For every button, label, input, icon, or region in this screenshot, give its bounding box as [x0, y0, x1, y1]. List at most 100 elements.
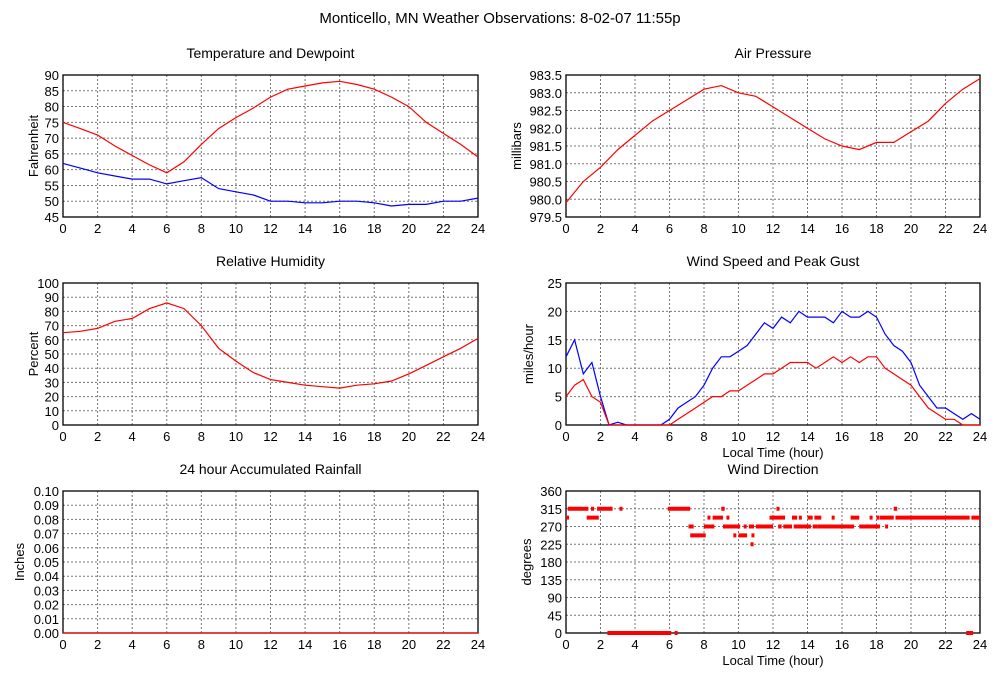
- wind-direction-point: [791, 515, 798, 520]
- plot-frame: [565, 490, 981, 634]
- wind-direction-point: [733, 533, 737, 538]
- wind-direction-point: [712, 515, 723, 520]
- y-tick-label: 0.05: [34, 555, 59, 570]
- x-tick-label: 18: [869, 221, 883, 236]
- x-tick-label: 14: [800, 637, 814, 652]
- x-tick-label: 12: [766, 221, 780, 236]
- x-tick-label: 14: [298, 221, 312, 236]
- x-tick-label: 6: [666, 429, 673, 444]
- wind-direction-point: [690, 533, 706, 538]
- x-tick-label: 10: [731, 637, 745, 652]
- x-tick-label: 16: [332, 221, 346, 236]
- x-tick-label: 14: [298, 637, 312, 652]
- chart-title: 24 hour Accumulated Rainfall: [179, 461, 361, 477]
- x-tick-label: 18: [367, 637, 381, 652]
- wind-direction-point: [586, 515, 599, 520]
- x-tick-label: 24: [973, 221, 987, 236]
- y-axis-label: degrees: [519, 538, 534, 585]
- x-tick-label: 6: [666, 221, 673, 236]
- x-tick-label: 8: [198, 637, 205, 652]
- x-tick-label: 20: [402, 637, 416, 652]
- y-axis-label: Fahrenheit: [26, 115, 41, 178]
- wind-direction-point: [567, 506, 589, 511]
- x-tick-label: 10: [229, 429, 243, 444]
- wind-direction-point: [859, 524, 880, 529]
- y-tick-label: 20: [548, 304, 562, 319]
- wind-direction-point: [893, 506, 898, 511]
- y-tick-label: 979.5: [529, 210, 562, 225]
- chart-title: Wind Speed and Peak Gust: [687, 253, 860, 269]
- y-tick-label: 50: [45, 194, 59, 209]
- wind-direction-point: [971, 515, 980, 520]
- y-tick-label: 0: [52, 418, 59, 433]
- y-axis-label: Percent: [26, 331, 41, 376]
- wind-direction-point: [721, 506, 725, 511]
- series-line-temperature: [62, 80, 479, 174]
- x-tick-label: 14: [800, 429, 814, 444]
- y-tick-label: 0.00: [34, 626, 59, 641]
- wind-direction-point: [776, 506, 780, 511]
- y-tick-label: 180: [540, 555, 562, 570]
- x-tick-label: 22: [938, 429, 952, 444]
- wind-direction-point: [817, 524, 855, 529]
- y-tick-label: 80: [45, 304, 59, 319]
- wind-direction-point: [885, 524, 889, 529]
- y-tick-label: 982.5: [529, 104, 562, 119]
- y-tick-label: 75: [45, 115, 59, 130]
- wind-direction-point: [814, 515, 822, 520]
- y-tick-label: 225: [540, 537, 562, 552]
- chart-title: Wind Direction: [727, 461, 818, 477]
- y-tick-label: 0.08: [34, 512, 59, 527]
- x-tick-label: 14: [800, 221, 814, 236]
- y-axis-label: Inches: [12, 542, 27, 581]
- plot-frame: [62, 282, 479, 426]
- x-axis-label: Local Time (hour): [722, 445, 823, 460]
- y-tick-label: 0.02: [34, 598, 59, 613]
- y-tick-label: 70: [45, 131, 59, 146]
- wind-direction-point: [807, 515, 813, 520]
- y-tick-label: 90: [548, 591, 562, 606]
- wind-direction-point: [722, 524, 741, 529]
- wind-direction-point: [597, 506, 613, 511]
- y-tick-label: 981.5: [529, 139, 562, 154]
- x-tick-label: 24: [973, 637, 987, 652]
- wind-direction-point: [726, 515, 730, 520]
- wind-direction-point: [707, 515, 711, 520]
- x-tick-label: 20: [904, 637, 918, 652]
- y-tick-label: 982.0: [529, 121, 562, 136]
- wind-direction-point: [783, 524, 792, 529]
- x-tick-label: 2: [94, 221, 101, 236]
- plot-frame: [62, 74, 479, 218]
- series-line-wind-speed: [565, 356, 980, 426]
- y-tick-label: 0.01: [34, 612, 59, 627]
- x-tick-label: 8: [700, 429, 707, 444]
- wind-direction-point: [793, 524, 811, 529]
- wind-direction-point: [831, 515, 835, 520]
- wind-direction-point: [751, 533, 755, 538]
- y-tick-label: 0: [555, 418, 562, 433]
- x-tick-label: 2: [597, 637, 604, 652]
- y-tick-label: 90: [45, 68, 59, 83]
- x-tick-label: 22: [436, 637, 450, 652]
- y-tick-label: 10: [548, 361, 562, 376]
- y-tick-label: 55: [45, 178, 59, 193]
- wind-direction-point: [566, 515, 569, 520]
- x-tick-label: 10: [731, 429, 745, 444]
- wind-direction-point: [798, 515, 802, 520]
- x-tick-label: 12: [263, 221, 277, 236]
- wind-direction-point: [619, 506, 623, 511]
- wind-direction-point: [895, 515, 970, 520]
- y-tick-label: 30: [45, 375, 59, 390]
- plot-frame: [565, 74, 981, 218]
- x-tick-label: 4: [631, 637, 638, 652]
- x-tick-label: 8: [700, 221, 707, 236]
- y-tick-label: 20: [45, 390, 59, 405]
- y-tick-label: 65: [45, 147, 59, 162]
- x-tick-label: 0: [562, 637, 569, 652]
- x-tick-label: 20: [904, 221, 918, 236]
- y-tick-label: 70: [45, 319, 59, 334]
- y-tick-label: 980.0: [529, 192, 562, 207]
- x-tick-label: 24: [471, 637, 485, 652]
